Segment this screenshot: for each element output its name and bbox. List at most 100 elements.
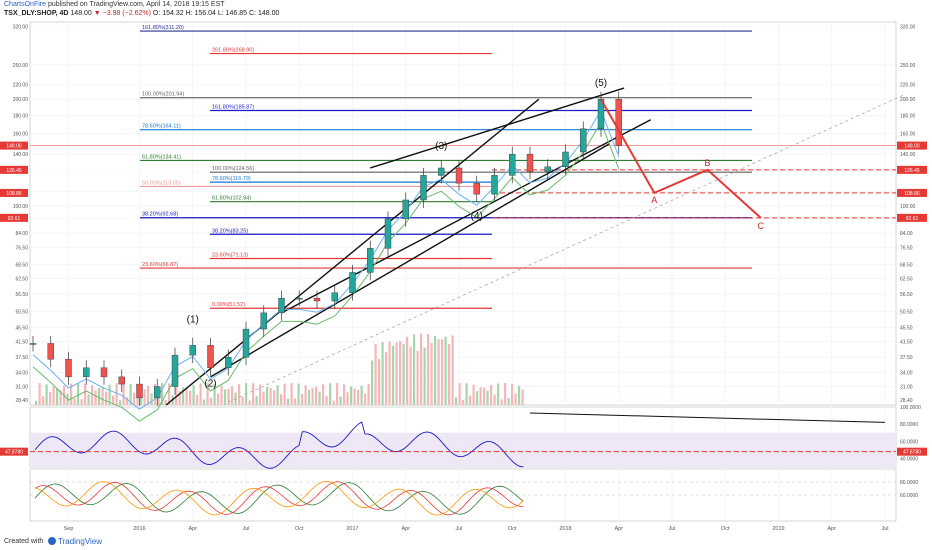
time-tick-label: Jul	[668, 526, 675, 532]
volume-bar	[497, 383, 500, 405]
price-tick-label-left: 68.50	[15, 262, 28, 268]
price-badge-right	[897, 188, 927, 197]
price-tick-label-left: 320.00	[13, 25, 29, 31]
volume-bar	[486, 390, 489, 405]
time-tick-label: Oct	[295, 526, 304, 532]
candle-body	[473, 182, 480, 195]
price-tick-label-right: 200.00	[900, 97, 916, 103]
time-tick-label: Sep	[64, 526, 74, 532]
price-tick-label-right: 250.00	[900, 63, 916, 69]
candle-body	[367, 248, 374, 273]
time-tick-label: Apr	[401, 526, 410, 532]
volume-bar	[451, 335, 454, 405]
volume-bar	[511, 383, 514, 405]
time-tick-label: 2016	[133, 526, 145, 532]
volume-bar	[325, 396, 328, 405]
candle-body	[402, 199, 409, 220]
volume-bar	[465, 383, 468, 405]
volume-bar	[269, 388, 272, 405]
trend-line	[210, 142, 611, 378]
candle-body	[438, 167, 445, 176]
volume-bar	[378, 359, 381, 405]
created-with-text: Created with	[4, 538, 44, 545]
price-badge-label-left: 126.45	[6, 168, 22, 174]
volume-bar	[252, 383, 255, 405]
time-tick-label: Jul	[242, 526, 249, 532]
symbol-label[interactable]: TSX_DLY:SHOP, 4D	[4, 10, 69, 17]
candle-body	[597, 98, 605, 130]
candle-body	[154, 386, 161, 399]
abc-projection-path	[600, 98, 762, 219]
price-tick-label-right: 31.00	[900, 385, 913, 391]
volume-bar	[38, 383, 41, 405]
moving-average-line	[32, 109, 620, 410]
price-tick-label-left: 50.50	[15, 309, 28, 315]
volume-bar	[259, 384, 262, 405]
tradingview-logo-icon	[48, 537, 56, 545]
fib-level-label: 0.00%(51.52)	[212, 302, 245, 308]
volume-bar	[434, 336, 437, 405]
candle-body	[171, 354, 179, 387]
price-badge-label-left: 92.61	[8, 216, 21, 222]
time-tick-label: 2017	[346, 526, 358, 532]
volume-bar	[441, 339, 444, 405]
volume-bar	[241, 396, 244, 405]
volume-bar	[73, 398, 76, 405]
candle-body	[260, 312, 267, 330]
price-tick-label-left: 200.00	[13, 97, 29, 103]
volume-bar	[206, 383, 209, 405]
footer: Created with TradingView	[0, 536, 932, 550]
volume-bar	[213, 383, 216, 405]
candle-body	[491, 175, 498, 195]
volume-bar	[469, 395, 472, 405]
volume-bar	[402, 344, 405, 405]
candle-body	[615, 98, 622, 146]
price-tick-label-left: 62.50	[15, 276, 28, 282]
volume-bar	[52, 386, 55, 405]
stoch-tick-label: 60.0000	[900, 493, 918, 499]
volume-bar	[91, 385, 94, 405]
candle-body	[526, 153, 534, 172]
volume-bar	[238, 384, 241, 405]
candle-body	[420, 175, 427, 201]
volume-bar	[420, 333, 423, 405]
price-badge-right	[897, 141, 927, 150]
rsi-badge-label-right: 47.8780	[903, 450, 921, 456]
volume-bar	[262, 391, 265, 405]
time-tick-label: 2018	[559, 526, 571, 532]
volume-bar	[329, 383, 332, 405]
volume-bar	[472, 384, 475, 405]
volume-bar	[364, 393, 367, 405]
candle-body	[278, 297, 285, 314]
price-badge-label-left: 108.86	[6, 191, 22, 197]
rsi-badge-left	[0, 447, 28, 456]
price-badge-left	[0, 213, 28, 222]
publisher-link[interactable]: ChartsOnFire	[4, 1, 47, 8]
elliott-wave-label: (2)	[204, 379, 216, 390]
price-tick-label-left: 34.00	[15, 370, 28, 376]
price-chart[interactable]: 320.00 320.00 250.00 250.00 220.00 220.00 200.…	[0, 20, 932, 534]
rsi-badge-label-left: 47.8780	[5, 450, 23, 456]
rsi-tick-label: 100.0000	[900, 405, 921, 411]
volume-bar	[311, 388, 314, 405]
volume-bar	[318, 391, 321, 405]
volume-bar	[416, 350, 419, 405]
volume-bar	[101, 387, 104, 405]
candle-body	[136, 383, 143, 399]
fib-level-label: 78.60%(164.11)	[142, 124, 181, 130]
volume-bar	[399, 340, 402, 405]
volume-bar	[217, 393, 220, 405]
rsi-tick-label: 80.0000	[900, 422, 918, 428]
volume-bar	[70, 383, 73, 405]
fib-level-label: 23.60%(71.13)	[212, 253, 248, 259]
volume-bar	[147, 385, 150, 405]
wave-label-b: B	[704, 158, 710, 168]
volume-bar	[227, 388, 230, 405]
volume-bar	[56, 388, 59, 405]
tradingview-brand[interactable]: TradingView	[48, 537, 102, 546]
chart-header: ChartsOnFire published on TradingView.co…	[0, 0, 932, 22]
fib-level-label: 100.00%(124.56)	[212, 166, 254, 172]
moving-average-line	[32, 121, 620, 422]
price-tick-label-left: 28.40	[15, 398, 28, 404]
elliott-wave-label: (3)	[435, 141, 447, 152]
